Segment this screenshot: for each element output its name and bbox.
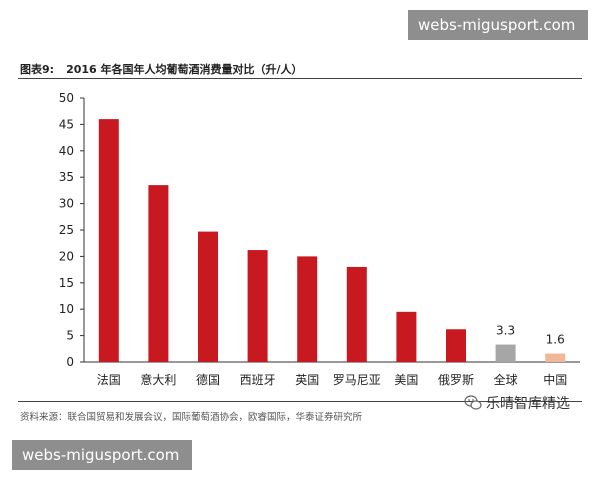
figure-title-row: 图表9: 2016 年各国年人均葡萄酒消费量对比（升/人）	[20, 61, 580, 77]
wechat-icon	[464, 395, 482, 410]
y-tick-label: 0	[66, 355, 74, 369]
watermark-top: webs-migusport.com	[408, 10, 588, 40]
bar-9	[545, 353, 566, 362]
x-tick-label: 俄罗斯	[438, 373, 474, 387]
x-tick-label: 全球	[494, 372, 518, 387]
x-tick-label: 英国	[295, 373, 319, 387]
bars-group	[98, 119, 566, 362]
brand: 乐晴智库精选	[464, 393, 570, 413]
x-tick-label: 德国	[196, 372, 220, 387]
x-axis-labels: 法国 意大利 德国 西班牙 英国 罗马尼亚 美国 俄罗斯 全球 中国	[97, 372, 567, 387]
title-divider	[18, 78, 582, 79]
figure-title: 2016 年各国年人均葡萄酒消费量对比（升/人）	[66, 63, 303, 76]
brand-text: 乐晴智库精选	[486, 396, 570, 412]
bar-5	[346, 266, 367, 362]
y-tick-label: 45	[59, 117, 74, 131]
bar-2	[198, 231, 218, 362]
y-tick-label: 30	[59, 197, 74, 211]
y-tick-label: 50	[59, 91, 74, 105]
data-label: 3.3	[496, 324, 515, 338]
y-tick-label: 5	[66, 329, 74, 343]
bar-chart: 0 5 10 15 20 25 30 35 40 45 50 法国 意大利 德国 西班牙 英国 罗马尼亚 美国 俄…	[59, 91, 580, 387]
y-tick-label: 10	[59, 302, 74, 316]
x-tick-label: 罗马尼亚	[333, 373, 381, 387]
source-divider	[18, 401, 582, 402]
y-tick-label: 35	[59, 170, 74, 184]
y-tick-label: 15	[59, 276, 74, 290]
y-tick-label: 40	[59, 144, 74, 158]
bar-7	[446, 329, 466, 362]
source-note: 资料来源：联合国贸易和发展会议，国际葡萄酒协会，欧睿国际，华泰证券研究所	[20, 412, 363, 423]
x-tick-label: 中国	[543, 372, 567, 387]
bar-3	[247, 250, 268, 362]
x-tick-label: 意大利	[140, 372, 176, 387]
y-tick-label: 20	[59, 249, 74, 263]
x-tick-label: 美国	[394, 373, 418, 387]
bar-6	[396, 311, 417, 362]
bar-4	[297, 256, 318, 362]
data-labels: 3.3 1.6	[496, 324, 565, 347]
data-label: 1.6	[546, 333, 565, 347]
x-tick-label: 法国	[97, 373, 121, 387]
x-tick-label: 西班牙	[240, 373, 276, 387]
y-tick-label: 25	[59, 223, 74, 237]
bar-0	[98, 119, 119, 362]
bar-8	[495, 344, 516, 362]
bar-1	[148, 185, 169, 362]
watermark-bottom: webs-migusport.com	[12, 440, 192, 470]
figure-label: 图表9:	[20, 63, 55, 76]
